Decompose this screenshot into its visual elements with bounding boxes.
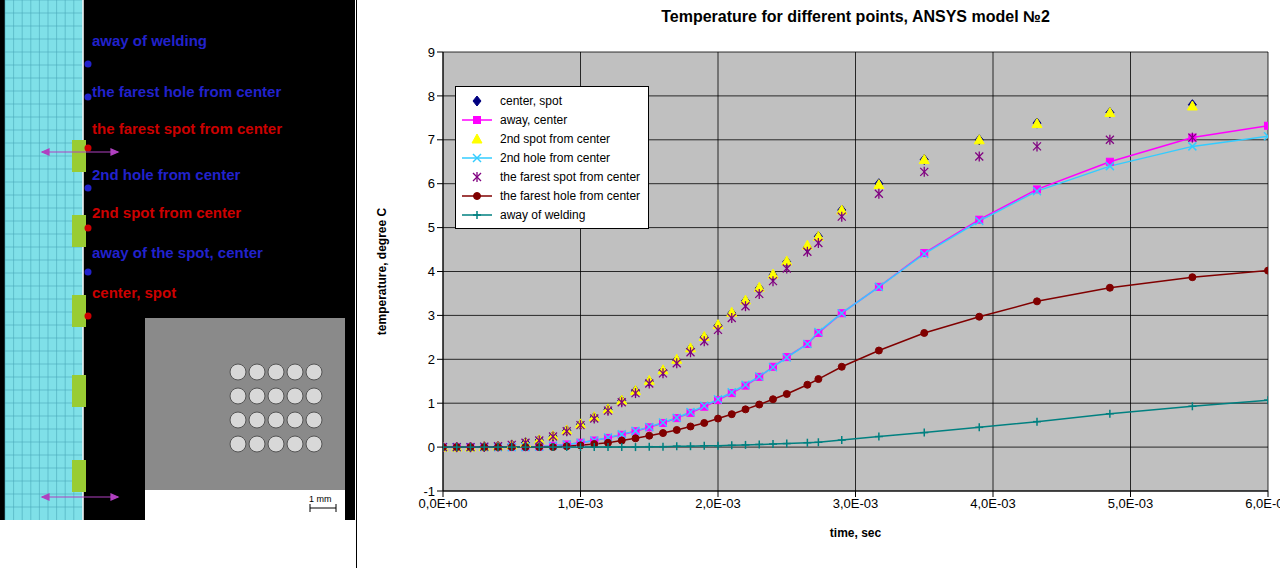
svg-text:6: 6 [428,176,435,191]
svg-text:2nd spot from center: 2nd spot from center [92,204,241,221]
svg-text:3: 3 [428,308,435,323]
html-text:center, spot: center, spot [500,93,562,108]
svg-text:4: 4 [428,264,435,279]
svg-text:0,0E+00: 0,0E+00 [418,496,468,512]
svg-text:2,0E-03: 2,0E-03 [695,496,741,511]
svg-text:temperature, degree C: temperature, degree C [375,207,389,335]
svg-text:5: 5 [428,220,435,235]
html-text:2nd hole from center: 2nd hole from center [500,150,611,165]
svg-text:2: 2 [428,352,435,367]
svg-text:center, spot: center, spot [92,284,176,301]
svg-text:7: 7 [428,132,435,147]
svg-text:1,0E-03: 1,0E-03 [558,496,604,511]
svg-text:5,0E-03: 5,0E-03 [1108,496,1154,511]
svg-text:6,0E-03: 6,0E-03 [1245,496,1280,511]
svg-text:8: 8 [428,89,435,104]
html-text:the farest spot from center: the farest spot from center [500,169,641,184]
html-text:away, center: away, center [500,112,568,127]
svg-text:the farest hole from center: the farest hole from center [92,83,281,100]
html-text:the farest hole from center: the farest hole from center [500,188,641,203]
svg-text:1 mm: 1 mm [309,494,332,504]
svg-text:away of the spot, center: away of the spot, center [92,244,263,261]
svg-text:9: 9 [428,45,435,60]
svg-text:away of welding: away of welding [92,32,207,49]
svg-text:2nd hole from center: 2nd hole from center [92,166,241,183]
svg-text:the farest spot from center: the farest spot from center [92,120,282,137]
html-text:away of welding: away of welding [500,207,586,222]
svg-text:time, sec: time, sec [830,526,882,540]
html-text:2nd spot from center: 2nd spot from center [500,131,611,146]
svg-text:1: 1 [428,396,435,411]
svg-text:4,0E-03: 4,0E-03 [970,496,1016,511]
svg-text:3,0E-03: 3,0E-03 [833,496,879,511]
svg-text:-1: -1 [423,484,435,499]
svg-text:0: 0 [428,440,435,455]
html-text:Temperature for different poin: Temperature for different points, ANSYS … [661,8,1050,25]
